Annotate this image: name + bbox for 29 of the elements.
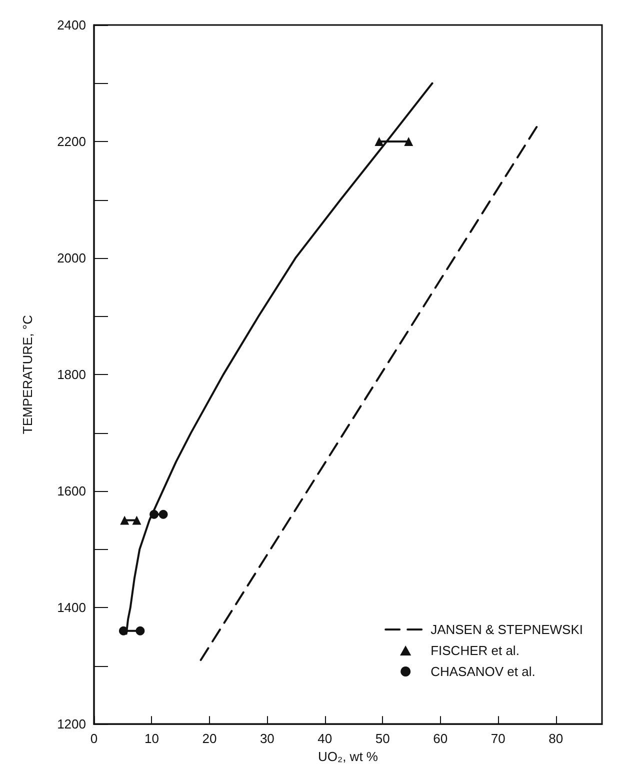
y-tick-label: 2200: [57, 134, 86, 150]
x-tick-label: 60: [433, 731, 448, 746]
y-tick-label: 2400: [57, 18, 86, 32]
point: [118, 626, 128, 636]
x-tick-label: 20: [202, 731, 217, 746]
legend-label: FISCHER et al.: [430, 643, 520, 658]
legend-label: CHASANOV et al.: [430, 664, 536, 679]
x-tick-label: 10: [144, 731, 159, 746]
point: [374, 137, 384, 146]
point: [136, 626, 145, 636]
y-axis-title: TEMPERATURE, °C: [20, 315, 35, 434]
point: [404, 137, 414, 146]
y-tick-label: 2000: [57, 250, 86, 266]
y-tick-label: 1600: [57, 484, 86, 499]
legend-label: JANSEN & STEPNEWSKI: [430, 622, 583, 637]
point: [132, 516, 142, 525]
point: [150, 510, 159, 519]
x-tick-label: 0: [90, 731, 98, 746]
y-tick-label: 1800: [57, 367, 86, 382]
x-tick-label: 50: [375, 731, 390, 746]
y-tick-label: 1200: [57, 716, 86, 732]
point: [158, 510, 168, 519]
point: [120, 516, 130, 525]
y-tick-label: 1400: [57, 600, 86, 616]
x-tick-label: 40: [318, 731, 332, 746]
x-tick-label: 80: [548, 731, 564, 746]
x-tick-label: 70: [490, 731, 506, 746]
x-axis-title: UO₂, wt %: [318, 749, 378, 764]
x-tick-label: 30: [260, 731, 274, 746]
